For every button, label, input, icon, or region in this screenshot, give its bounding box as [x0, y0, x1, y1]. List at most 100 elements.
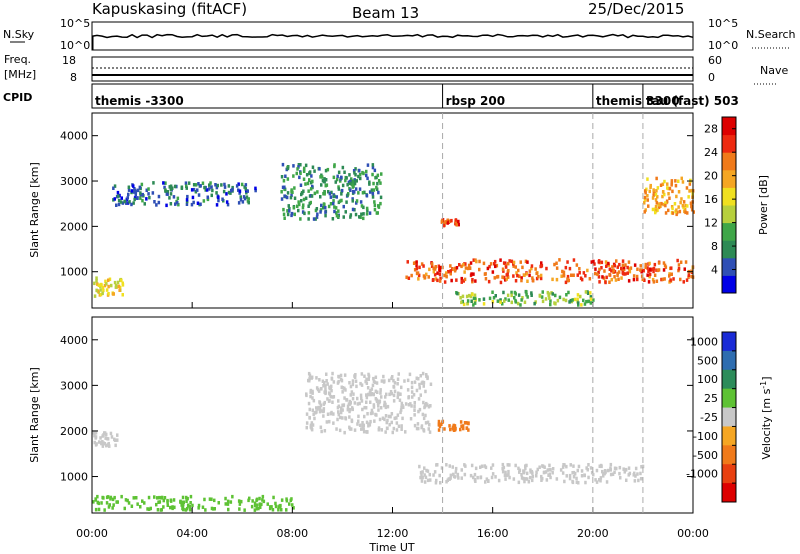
heatmap-cell — [449, 427, 452, 432]
x-tick-label: 08:00 — [276, 527, 308, 540]
heatmap-cell — [675, 208, 678, 212]
heatmap-cell — [472, 303, 475, 307]
heatmap-cell — [602, 472, 605, 476]
heatmap-cell — [423, 275, 427, 280]
heatmap-cell — [345, 398, 349, 402]
heatmap-cell — [94, 436, 97, 440]
heatmap-cell — [344, 178, 347, 183]
heatmap-cell — [563, 463, 566, 467]
heatmap-cell — [360, 204, 364, 208]
heatmap-cell — [589, 295, 593, 299]
heatmap-cell — [172, 195, 176, 199]
heatmap-cell — [413, 408, 416, 412]
heatmap-cell — [108, 503, 111, 507]
heatmap-cell — [655, 176, 658, 181]
heatmap-cell — [502, 290, 505, 295]
heatmap-cell — [380, 172, 383, 176]
colorbar-tick: -1000 — [686, 468, 718, 481]
heatmap-cell — [653, 192, 656, 196]
heatmap-cell — [158, 495, 161, 500]
heatmap-cell — [377, 179, 381, 183]
heatmap-cell — [97, 507, 101, 512]
heatmap-cell — [443, 273, 446, 278]
heatmap-cell — [530, 264, 534, 268]
heatmap-cell — [363, 374, 366, 378]
heatmap-cell — [341, 165, 345, 170]
heatmap-cell — [368, 390, 372, 395]
heatmap-cell — [656, 195, 659, 199]
heatmap-cell — [679, 260, 683, 264]
heatmap-cell — [319, 409, 323, 413]
heatmap-cell — [407, 403, 411, 407]
heatmap-cell — [330, 388, 333, 393]
heatmap-cell — [668, 196, 671, 200]
heatmap-cell — [648, 274, 651, 279]
heatmap-cell — [141, 192, 144, 197]
heatmap-cell — [625, 478, 628, 482]
heatmap-cell — [372, 405, 376, 409]
heatmap-cell — [651, 196, 655, 200]
heatmap-cell — [535, 276, 539, 281]
heatmap-cell — [285, 195, 289, 200]
heatmap-cell — [542, 464, 545, 469]
heatmap-cell — [425, 374, 428, 378]
heatmap-cell — [464, 266, 468, 270]
heatmap-cell — [262, 499, 266, 504]
heatmap-cell — [100, 441, 103, 446]
heatmap-cell — [502, 269, 505, 273]
y-tick-label: 1000 — [60, 471, 88, 484]
heatmap-cell — [417, 277, 420, 281]
heatmap-cell — [462, 426, 465, 431]
heatmap-cell — [431, 278, 435, 282]
station-title: Kapuskasing (fitACF) — [92, 0, 247, 18]
heatmap-cell — [551, 467, 555, 471]
heatmap-cell — [531, 474, 535, 479]
heatmap-cell — [514, 300, 518, 304]
colorbar-segment — [722, 205, 736, 224]
heatmap-cell — [684, 210, 687, 215]
heatmap-cell — [153, 495, 156, 499]
colorbar-tick: 12 — [704, 217, 718, 230]
heatmap-cell — [571, 298, 574, 302]
heatmap-cell — [157, 194, 161, 199]
heatmap-cell — [518, 470, 521, 474]
heatmap-cell — [223, 185, 227, 189]
heatmap-cell — [662, 261, 666, 265]
heatmap-cell — [162, 505, 165, 509]
heatmap-cell — [685, 186, 689, 190]
heatmap-cell — [662, 202, 665, 207]
cpid-program-label: themis 3300 — [596, 94, 680, 108]
heatmap-cell — [247, 200, 250, 205]
heatmap-cell — [690, 208, 694, 212]
heatmap-cell — [432, 266, 435, 270]
heatmap-cell — [613, 263, 616, 268]
heatmap-cell — [662, 268, 666, 272]
heatmap-cell — [420, 425, 423, 430]
heatmap-cell — [253, 508, 257, 512]
heatmap-cell — [192, 183, 196, 187]
heatmap-cell — [587, 299, 590, 304]
heatmap-cell — [295, 171, 298, 176]
heatmap-cell — [299, 217, 302, 221]
heatmap-cell — [689, 201, 693, 205]
heatmap-cell — [657, 205, 661, 210]
heatmap-cell — [290, 189, 293, 194]
heatmap-cell — [507, 469, 510, 474]
heatmap-cell — [319, 210, 322, 214]
heatmap-cell — [636, 472, 639, 476]
heatmap-cell — [524, 464, 527, 468]
heatmap-cell — [308, 171, 311, 175]
heatmap-cell — [369, 389, 372, 393]
heatmap-cell — [318, 378, 321, 382]
heatmap-cell — [95, 279, 98, 283]
heatmap-cell — [146, 507, 149, 511]
colorbar-segment — [722, 483, 736, 503]
heatmap-cell — [325, 379, 328, 383]
heatmap-cell — [580, 474, 584, 478]
heatmap-cell — [668, 272, 671, 276]
heatmap-cell — [460, 468, 463, 472]
heatmap-cell — [338, 199, 342, 203]
heatmap-cell — [319, 208, 323, 212]
heatmap-cell — [445, 463, 448, 467]
